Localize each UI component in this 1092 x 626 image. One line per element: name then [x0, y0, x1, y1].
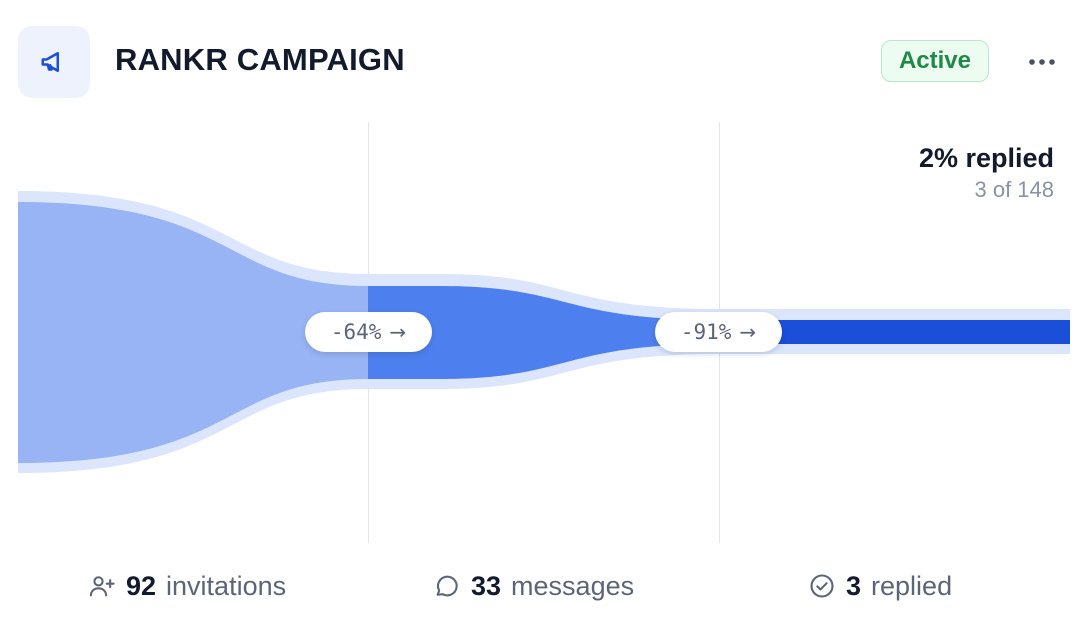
user-plus-icon: [89, 576, 115, 597]
more-horizontal-icon: [1029, 59, 1055, 65]
campaign-icon-tile: [18, 26, 90, 98]
more-options-button[interactable]: [1024, 47, 1060, 77]
replied-label: replied: [871, 570, 953, 601]
status-badge: Active: [881, 40, 989, 82]
conversion-pill-2: -91% →: [655, 312, 782, 352]
funnel-stage-invitations: [18, 202, 368, 463]
stat-invitations: 92 invitations: [88, 566, 286, 606]
invitations-label: invitations: [166, 570, 287, 601]
conversion-label-2: -91%: [680, 320, 732, 344]
arrow-right-icon: →: [389, 320, 407, 344]
reply-summary: 2% replied 3 of 148: [919, 141, 1054, 205]
megaphone-icon: [41, 52, 59, 72]
funnel-stage-messages: [368, 286, 719, 379]
reply-rate: 2% replied: [918, 143, 1054, 173]
stat-replied: 3 replied: [808, 566, 952, 606]
funnel-chart: [18, 122, 1070, 543]
messages-count: 33: [471, 570, 502, 601]
conversion-pill-1: -64% →: [305, 312, 432, 352]
invitations-count: 92: [126, 570, 157, 601]
conversion-label-1: -64%: [330, 320, 382, 344]
stat-messages: 33 messages: [433, 566, 634, 606]
replied-count: 3: [846, 570, 862, 601]
arrow-right-icon: →: [739, 320, 757, 344]
check-circle-icon: [810, 574, 834, 598]
campaign-title: RANKR CAMPAIGN: [115, 42, 405, 77]
messages-label: messages: [511, 570, 635, 601]
reply-count: 3 of 148: [974, 177, 1054, 202]
chat-bubble-icon: [436, 575, 458, 597]
